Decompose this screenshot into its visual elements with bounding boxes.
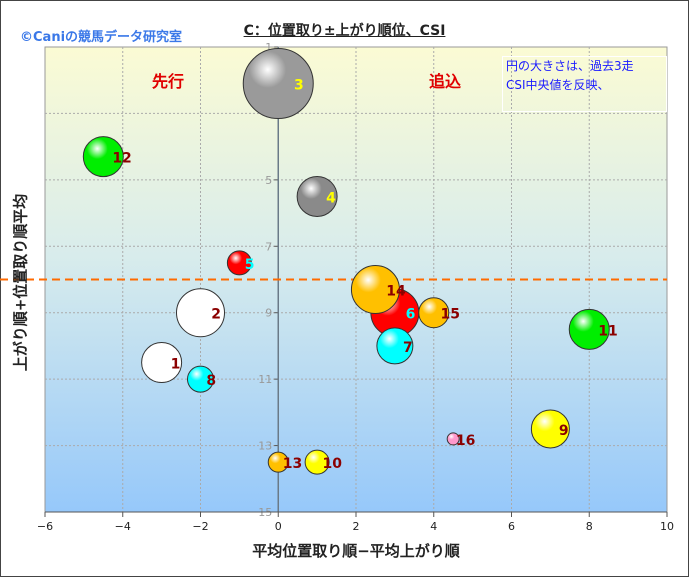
bubble-1 bbox=[141, 342, 183, 384]
bubble-4 bbox=[296, 175, 338, 217]
bubble-label-14: 14 bbox=[386, 283, 406, 299]
bubble-label-11: 11 bbox=[598, 323, 617, 339]
x-tick-label: 8 bbox=[586, 520, 593, 533]
bubble-label-9: 9 bbox=[559, 423, 569, 439]
bubble-2 bbox=[176, 288, 225, 338]
bubble-5 bbox=[226, 250, 252, 276]
bubble-label-7: 7 bbox=[403, 340, 413, 356]
x-tick-label: 4 bbox=[430, 520, 437, 533]
bubble-label-12: 12 bbox=[112, 151, 131, 167]
bubble-label-15: 15 bbox=[441, 307, 460, 323]
bubble-size-note: 円の大きさは、過去3走 CSI中央値を反映、 bbox=[502, 56, 667, 112]
bubble-12 bbox=[82, 136, 124, 178]
note-line-1: 円の大きさは、過去3走 bbox=[506, 59, 634, 73]
closer-label: 追込 bbox=[429, 72, 462, 91]
bubble-label-2: 2 bbox=[211, 307, 221, 323]
x-tick-label: −4 bbox=[115, 520, 131, 533]
note-line-2: CSI中央値を反映、 bbox=[506, 78, 610, 92]
bubble-label-13: 13 bbox=[283, 456, 302, 472]
bubble-3 bbox=[242, 48, 314, 120]
y-tick-label: 11 bbox=[258, 373, 272, 386]
x-tick-label: −2 bbox=[192, 520, 208, 533]
x-tick-label: 0 bbox=[275, 520, 282, 533]
bubble-11 bbox=[568, 308, 610, 350]
bubble-7 bbox=[376, 327, 414, 365]
front-runner-label: 先行 bbox=[152, 72, 185, 91]
x-tick-label: 6 bbox=[508, 520, 515, 533]
bubble-label-3: 3 bbox=[294, 78, 304, 94]
bubble-label-10: 10 bbox=[323, 456, 343, 472]
bubble-9 bbox=[530, 409, 570, 449]
x-tick-label: −6 bbox=[37, 520, 53, 533]
x-tick-label: 2 bbox=[353, 520, 360, 533]
x-axis-label: 平均位置取り順−平均上がり順 bbox=[252, 542, 460, 560]
bubble-label-6: 6 bbox=[406, 307, 416, 323]
y-tick-label: 13 bbox=[258, 440, 272, 453]
bubble-15 bbox=[418, 297, 450, 329]
bubble-label-4: 4 bbox=[326, 190, 336, 206]
bubble-10 bbox=[304, 449, 330, 475]
y-tick-label: 7 bbox=[265, 240, 272, 253]
y-tick-label: 5 bbox=[265, 174, 272, 187]
bubble-13 bbox=[267, 451, 289, 473]
bubble-8 bbox=[187, 365, 214, 393]
bubble-label-16: 16 bbox=[456, 433, 475, 449]
bubble-label-1: 1 bbox=[171, 357, 181, 373]
copyright-text: ©Caniの競馬データ研究室 bbox=[20, 30, 183, 45]
chart-title-text: C：位置取り±上がり順位、CSI bbox=[243, 23, 446, 39]
y-tick-label: 9 bbox=[265, 307, 272, 320]
x-tick-label: 10 bbox=[660, 520, 674, 533]
bubble-16 bbox=[446, 432, 460, 446]
bubble-14 bbox=[350, 264, 400, 314]
chart-title: C：位置取り±上がり順位、CSI bbox=[0, 20, 689, 40]
y-axis-label: 上がり順+位置取り順平均 bbox=[11, 193, 30, 372]
y-tick-label: 1 bbox=[265, 41, 272, 54]
bubble-label-8: 8 bbox=[206, 373, 216, 389]
bubble-label-5: 5 bbox=[245, 257, 255, 273]
